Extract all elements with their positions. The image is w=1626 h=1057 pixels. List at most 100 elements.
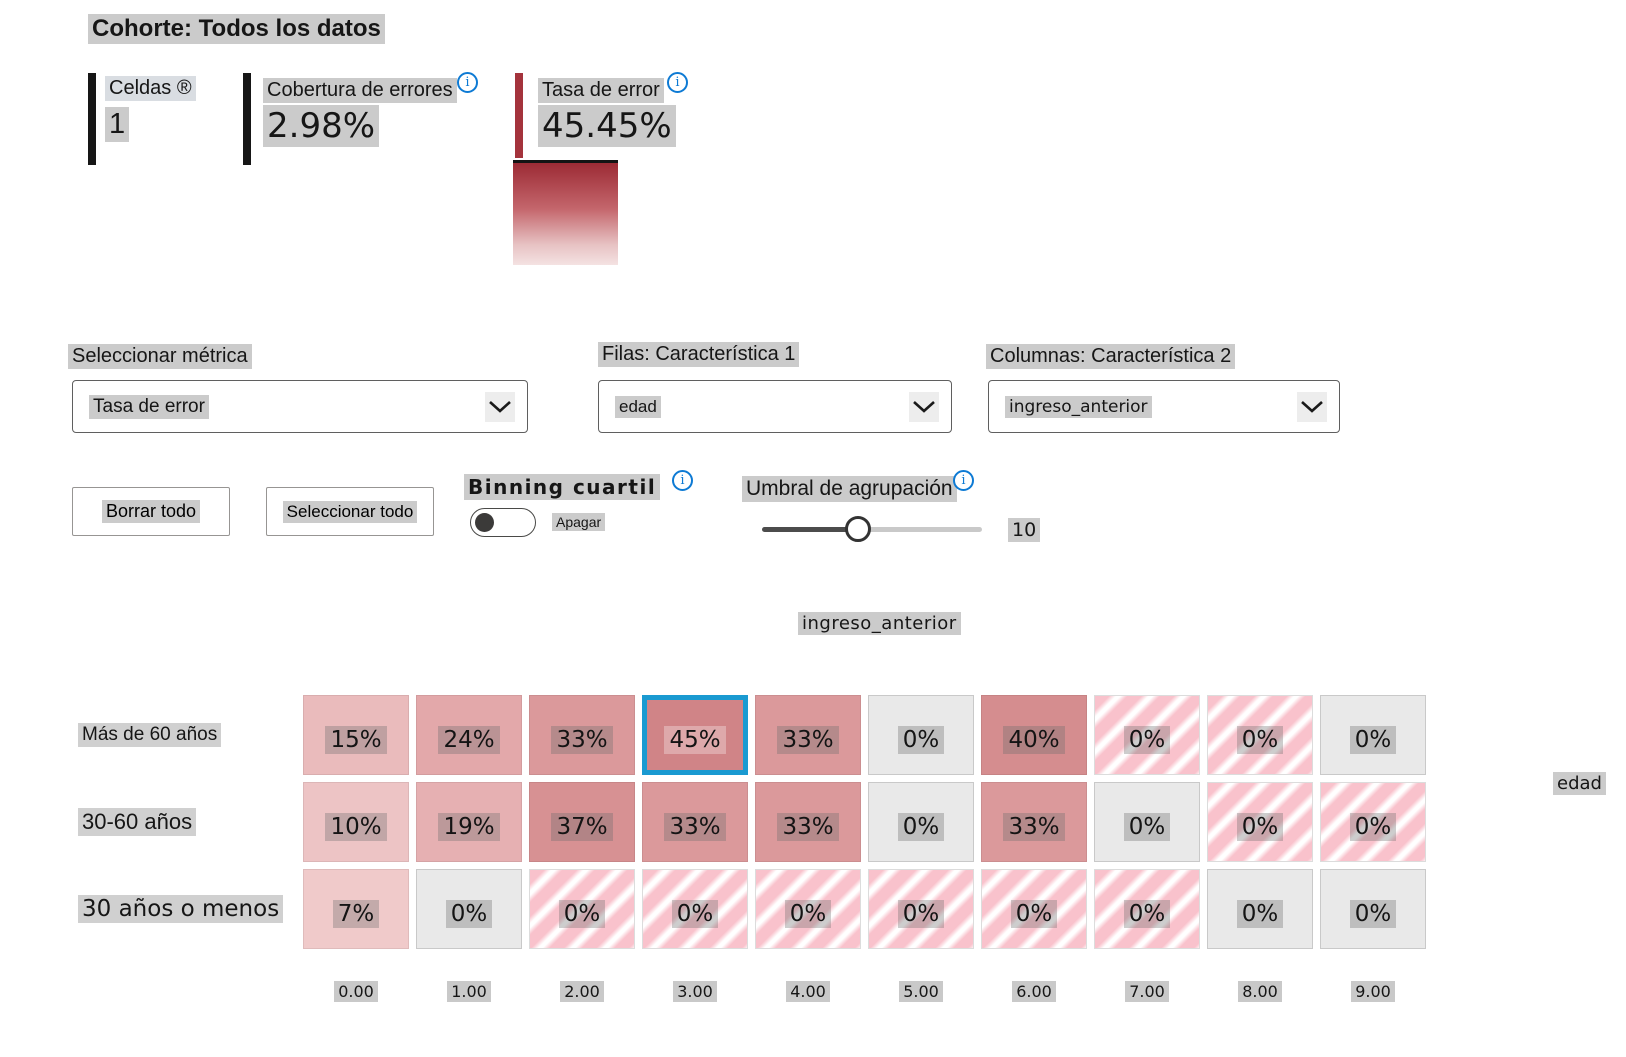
heatmap-cell-r2-c3[interactable]: 0%: [642, 869, 748, 949]
heatmap-cell-r2-c9[interactable]: 0%: [1320, 869, 1426, 949]
cols-feature-dropdown[interactable]: ingreso_anterior: [988, 380, 1340, 433]
heatmap-cell-r1-c3[interactable]: 33%: [642, 782, 748, 862]
error-rate-info-icon[interactable]: i: [667, 72, 688, 93]
heatmap-cell-r0-c6[interactable]: 40%: [981, 695, 1087, 775]
quantile-binning-info-icon[interactable]: i: [672, 470, 693, 491]
cols-feature-label: Columnas: Característica 2: [986, 344, 1236, 369]
heatmap-x-tick: 1.00: [416, 981, 522, 1002]
heatmap-x-tick: 6.00: [981, 981, 1087, 1002]
heatmap-cell-r1-c6[interactable]: 33%: [981, 782, 1087, 862]
heatmap-cell-r2-c5[interactable]: 0%: [868, 869, 974, 949]
heatmap-cell-r0-c3[interactable]: 45%: [642, 695, 748, 775]
coverage-stat: Cobertura de errores 2.98%: [263, 78, 457, 147]
coverage-stat-bar: [243, 73, 251, 165]
quantile-binning-label-text: Binning cuartil: [464, 474, 661, 500]
heatmap-cell-r0-c1[interactable]: 24%: [416, 695, 522, 775]
heatmap-cell-r0-c7[interactable]: 0%: [1094, 695, 1200, 775]
grouping-threshold-value: 10: [1008, 518, 1041, 542]
heatmap-cell-r1-c8[interactable]: 0%: [1207, 782, 1313, 862]
heatmap-cell-value: 0%: [1349, 726, 1397, 754]
heatmap-cell-value: 0%: [897, 726, 945, 754]
clear-all-button-label: Borrar todo: [101, 500, 201, 523]
heatmap-x-tick-text: 5.00: [899, 981, 943, 1002]
toggle-knob: [475, 512, 494, 532]
heatmap-x-tick: 0.00: [303, 981, 409, 1002]
heatmap-cell-r1-c9[interactable]: 0%: [1320, 782, 1426, 862]
heatmap-cell-r0-c9[interactable]: 0%: [1320, 695, 1426, 775]
cols-feature-dropdown-value: ingreso_anterior: [1005, 395, 1152, 418]
heatmap-cell-r2-c7[interactable]: 0%: [1094, 869, 1200, 949]
cols-feature-label-text: Columnas: Característica 2: [986, 344, 1236, 369]
heatmap-cell-value: 0%: [1236, 900, 1284, 928]
heatmap-cell-r2-c0[interactable]: 7%: [303, 869, 409, 949]
heatmap-row-label: Más de 60 años: [78, 695, 298, 775]
select-all-button-label: Seleccionar todo: [282, 500, 418, 523]
heatmap-cell-value: 33%: [777, 726, 839, 754]
quantile-binning-toggle[interactable]: [470, 508, 536, 537]
heatmap-cell-value: 0%: [897, 813, 945, 841]
heatmap-cell-r1-c4[interactable]: 33%: [755, 782, 861, 862]
heatmap-x-tick: 7.00: [1094, 981, 1200, 1002]
slider-track[interactable]: [762, 527, 982, 532]
heatmap-cell-value: 0%: [1123, 900, 1171, 928]
heatmap-cell-r1-c5[interactable]: 0%: [868, 782, 974, 862]
heatmap-cell-r0-c4[interactable]: 33%: [755, 695, 861, 775]
heatmap-x-tick: 5.00: [868, 981, 974, 1002]
heatmap-x-tick-text: 7.00: [1125, 981, 1169, 1002]
heatmap-x-tick-text: 0.00: [334, 981, 378, 1002]
heatmap-cell-value: 45%: [664, 726, 726, 754]
heatmap-cell-value: 15%: [325, 726, 387, 754]
heatmap-cell-r0-c5[interactable]: 0%: [868, 695, 974, 775]
select-all-button[interactable]: Seleccionar todo: [266, 487, 434, 536]
heatmap-row-label: 30-60 años: [78, 782, 298, 862]
chevron-down-icon: [485, 391, 515, 422]
heatmap-cell-r2-c1[interactable]: 0%: [416, 869, 522, 949]
heatmap-grid: 15% 24% 33% 45% 33% 0% 40% 0% 0% 0% 10% 19% 37% 33% 33…: [303, 695, 1426, 949]
heatmap-x-tick: 2.00: [529, 981, 635, 1002]
chevron-down-icon: [1297, 391, 1327, 422]
heatmap-cell-value: 0%: [1349, 813, 1397, 841]
heatmap-cell-r1-c2[interactable]: 37%: [529, 782, 635, 862]
heatmap-cell-value: 33%: [1003, 813, 1065, 841]
rows-feature-dropdown[interactable]: edad: [598, 380, 952, 433]
slider-thumb[interactable]: [845, 516, 871, 542]
heatmap-cell-value: 33%: [777, 813, 839, 841]
rows-feature-label: Filas: Característica 1: [598, 342, 800, 367]
clear-all-button[interactable]: Borrar todo: [72, 487, 230, 536]
grouping-threshold-value-text: 10: [1008, 518, 1041, 542]
heatmap-cell-value: 0%: [1123, 726, 1171, 754]
heatmap-cell-r2-c6[interactable]: 0%: [981, 869, 1087, 949]
heatmap-cell-r1-c1[interactable]: 19%: [416, 782, 522, 862]
heatmap-cell-r0-c0[interactable]: 15%: [303, 695, 409, 775]
metric-dropdown[interactable]: Tasa de error: [72, 380, 528, 433]
heatmap-cell-r2-c8[interactable]: 0%: [1207, 869, 1313, 949]
cells-stat: Celdas ® 1: [105, 76, 196, 142]
heatmap-x-tick: 8.00: [1207, 981, 1313, 1002]
heatmap-cell-r1-c7[interactable]: 0%: [1094, 782, 1200, 862]
heatmap-cell-value: 0%: [445, 900, 493, 928]
heatmap-cell-r2-c2[interactable]: 0%: [529, 869, 635, 949]
grouping-threshold-label: Umbral de agrupación: [742, 476, 957, 502]
quantile-binning-state: Apagar: [552, 513, 606, 531]
heatmap-cell-value: 37%: [551, 813, 613, 841]
quantile-binning-label: Binning cuartil: [464, 474, 661, 500]
heatmap-cell-value: 0%: [1010, 900, 1058, 928]
error-rate-stat: Tasa de error 45.45%: [538, 78, 676, 147]
heatmap-cell-value: 24%: [438, 726, 500, 754]
heatmap-x-tick-text: 4.00: [786, 981, 830, 1002]
coverage-info-icon[interactable]: i: [457, 72, 478, 93]
cohort-title-text: Cohorte: Todos los datos: [88, 14, 385, 44]
grouping-threshold-info-icon[interactable]: i: [953, 470, 974, 491]
grouping-threshold-slider[interactable]: [762, 516, 982, 544]
heatmap-cell-r0-c2[interactable]: 33%: [529, 695, 635, 775]
heatmap-cell-value: 0%: [558, 900, 606, 928]
heatmap-cell-r1-c0[interactable]: 10%: [303, 782, 409, 862]
heatmap-cell-value: 0%: [897, 900, 945, 928]
heatmap-cell-r2-c4[interactable]: 0%: [755, 869, 861, 949]
heatmap-row-feature-title: edad: [1553, 772, 1606, 795]
heatmap-cell-r0-c8[interactable]: 0%: [1207, 695, 1313, 775]
heatmap-cell-value: 0%: [1236, 726, 1284, 754]
error-rate-stat-value: 45.45%: [538, 105, 676, 147]
cohort-title: Cohorte: Todos los datos: [88, 14, 385, 44]
